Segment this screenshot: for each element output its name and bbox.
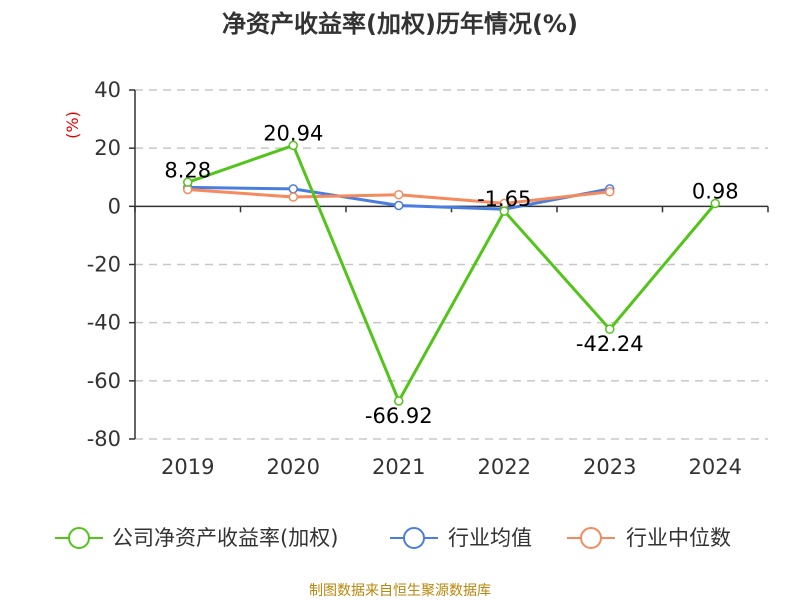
data-point [394,189,404,200]
source-note: 制图数据来自恒生聚源数据库 [309,583,491,599]
data-label: 0.98 [692,179,739,203]
chart-title: 净资产收益率(加权)历年情况(%) [222,10,578,38]
y-tick-label: -40 [87,311,121,335]
legend-item-1[interactable]: 行业均值 [390,526,532,550]
data-label: 20.94 [263,121,323,145]
data-point [394,396,404,406]
data-point [499,206,509,216]
data-label: 8.28 [164,158,211,182]
legend-item-0[interactable]: 公司净资产收益率(加权) [55,526,338,550]
x-tick-label: 2022 [478,455,531,479]
data-label: -66.92 [365,404,433,428]
legend-marker-icon [403,527,425,549]
x-tick-label: 2021 [372,455,425,479]
data-label: -1.65 [477,187,531,211]
x-tick-label: 2020 [267,455,320,479]
y-tick-label: 20 [94,136,121,160]
data-point [288,184,298,194]
y-tick-label: -20 [87,253,121,277]
data-point [605,187,615,197]
data-point [288,192,298,202]
axes: 40 20 0 -20 -40 -60 -80 2019 2020 2021 2022 2023 202… [87,78,769,479]
series-line-0 [187,143,717,403]
legend[interactable]: 公司净资产收益率(加权) 行业均值 行业中位数 [55,526,731,550]
grid-lines [135,89,768,440]
x-tick-label: 2019 [161,455,214,479]
legend-item-2[interactable]: 行业中位数 [567,526,731,550]
legend-label: 公司净资产收益率(加权) [112,526,338,550]
legend-marker-icon [580,527,602,549]
y-axis-label: (%) [63,111,82,139]
y-tick-label: 0 [108,194,121,218]
legend-marker-icon [68,527,90,549]
x-tick-label: 2023 [583,455,636,479]
data-label: -42.24 [576,332,644,356]
data-point [183,177,193,188]
data-point [394,200,404,211]
legend-label: 行业均值 [448,526,532,550]
y-tick-label: -60 [87,369,121,393]
x-tick-label: 2024 [689,455,742,479]
data-point [710,198,720,209]
legend-label: 行业中位数 [626,526,731,550]
data-point [288,140,298,151]
data-labels: 8.28 20.94 -66.92 -1.65 -42.24 0.98 [164,121,738,428]
y-tick-label: -80 [87,427,121,451]
series-0 [183,140,720,406]
y-tick-label: 40 [94,78,121,102]
data-point [605,324,615,334]
series-lines [183,140,720,406]
series-2 [183,184,615,209]
